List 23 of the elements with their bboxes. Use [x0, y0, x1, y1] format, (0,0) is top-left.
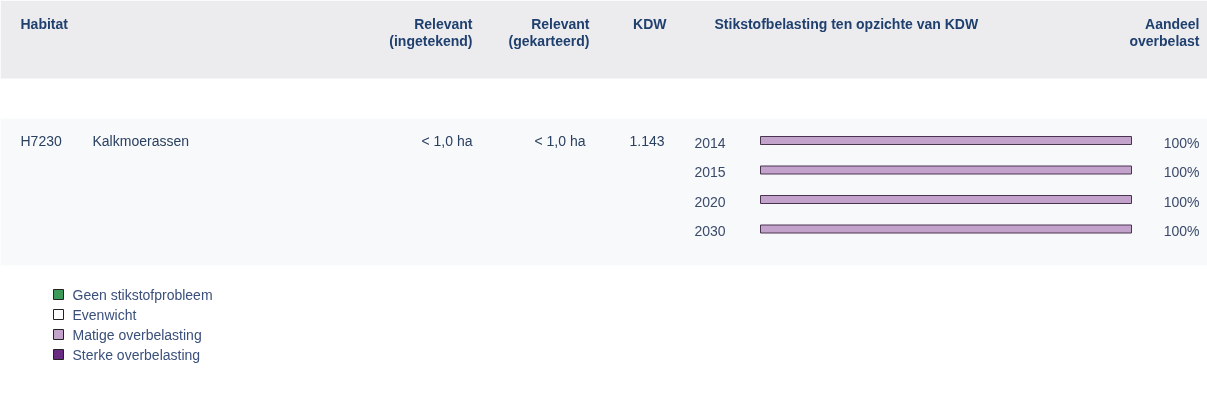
text: Relevant (gekarteerd)	[508, 15, 590, 49]
total-label: 100%	[1163, 134, 1200, 151]
y-tick-label: 2020	[694, 193, 726, 210]
text: Aandeel overbelast	[1129, 15, 1200, 49]
y-tick-label: 2014	[694, 134, 726, 151]
total-label: 100%	[1163, 193, 1200, 210]
y-tick-label: 2015	[694, 164, 726, 180]
text: KDW	[633, 15, 668, 32]
text: < 1,0 ha	[534, 132, 586, 149]
legend-label: Evenwicht	[72, 306, 137, 323]
text: H7230	[20, 132, 62, 149]
y-tick-label: 2030	[694, 223, 726, 239]
legend-label: Sterke overbelasting	[72, 346, 201, 363]
chart-title: Stikstofbelasting ten opzichte van KDW	[714, 15, 979, 32]
text: < 1,0 ha	[421, 132, 473, 149]
text: Relevant (ingetekend)	[389, 15, 473, 49]
legend-label: Matige overbelasting	[72, 326, 202, 343]
legend-label: Geen stikstofprobleem	[72, 286, 213, 303]
text: 1.143	[629, 132, 665, 149]
total-label: 100%	[1163, 223, 1200, 239]
text: Kalkmoerassen	[92, 132, 189, 149]
text: Habitat	[20, 15, 69, 32]
total-label: 100%	[1163, 164, 1200, 180]
